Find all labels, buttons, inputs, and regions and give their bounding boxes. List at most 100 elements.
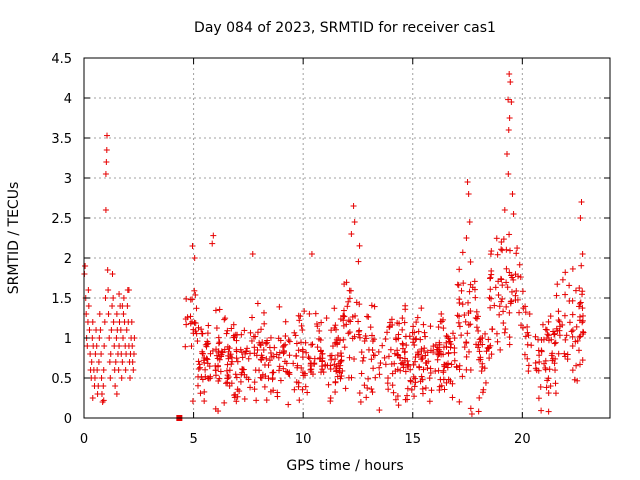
data-point [201, 398, 208, 405]
data-point [187, 320, 194, 327]
data-point [261, 361, 268, 368]
data-point [103, 147, 110, 153]
data-point [325, 381, 332, 388]
data-point [332, 326, 339, 333]
data-point [333, 336, 340, 343]
data-point [314, 323, 321, 330]
data-point [367, 324, 374, 331]
data-point [104, 132, 111, 139]
data-point [471, 286, 478, 293]
x-tick-label: 0 [80, 432, 88, 447]
data-point [277, 337, 284, 344]
data-point [308, 251, 315, 257]
data-point [576, 303, 583, 310]
data-point [422, 333, 429, 340]
data-point [96, 335, 103, 341]
data-point [402, 368, 409, 375]
data-point [88, 359, 95, 365]
data-point [503, 279, 510, 286]
data-point [254, 329, 261, 336]
data-point [466, 219, 473, 225]
data-point [568, 328, 575, 335]
data-point [327, 352, 334, 359]
data-point [508, 298, 515, 305]
data-point [234, 358, 241, 365]
data-point [482, 330, 489, 337]
data-point [348, 374, 355, 381]
data-point [420, 321, 427, 328]
y-tick-label: 2 [64, 252, 72, 267]
data-point [400, 364, 407, 371]
data-point [538, 407, 545, 414]
data-point [385, 375, 392, 382]
data-point [194, 338, 201, 345]
data-point [328, 356, 335, 363]
data-point [384, 329, 391, 336]
data-point [123, 327, 130, 333]
data-point [454, 312, 461, 319]
data-point [213, 325, 220, 332]
data-point [417, 378, 424, 385]
data-point [305, 354, 312, 361]
data-point [413, 319, 420, 326]
data-point [544, 331, 551, 338]
data-point [547, 313, 554, 320]
data-point [212, 307, 219, 314]
data-point [572, 287, 579, 294]
data-point [214, 355, 221, 362]
data-point [536, 352, 543, 359]
data-point [553, 292, 560, 299]
data-point [223, 330, 230, 337]
data-point [314, 344, 321, 351]
data-point [232, 391, 239, 398]
data-point [508, 288, 515, 295]
data-point [456, 398, 463, 405]
data-point [437, 376, 444, 383]
data-point [395, 402, 402, 409]
data-point [106, 335, 113, 341]
data-point [102, 171, 109, 177]
data-point [394, 393, 401, 400]
data-point [286, 352, 293, 359]
y-tick-label: 4.5 [51, 52, 72, 67]
data-point [506, 309, 513, 316]
data-point [362, 332, 369, 339]
data-point [84, 343, 91, 349]
data-point [561, 350, 568, 357]
data-point [243, 348, 250, 355]
data-point [412, 379, 419, 386]
data-point [547, 383, 554, 390]
data-point [215, 377, 222, 384]
data-point [561, 312, 568, 319]
data-point [420, 366, 427, 373]
data-point [204, 356, 211, 363]
data-point [460, 280, 467, 287]
data-point [551, 331, 558, 338]
data-point [478, 368, 485, 375]
data-point [116, 319, 123, 325]
data-point [298, 364, 305, 371]
data-point [120, 311, 127, 317]
x-tick-label: 5 [189, 432, 197, 447]
data-point [382, 336, 389, 343]
data-point [221, 316, 228, 323]
data-point [279, 343, 286, 350]
data-point [550, 328, 557, 335]
data-point [370, 365, 377, 372]
data-point [282, 368, 289, 375]
data-point [481, 365, 488, 372]
data-point [195, 324, 202, 331]
data-point [225, 352, 232, 359]
data-point [494, 251, 501, 258]
data-point [238, 371, 245, 378]
data-point [120, 335, 127, 341]
data-point [308, 341, 315, 348]
data-point [285, 401, 292, 408]
data-point [506, 341, 513, 348]
data-point [267, 334, 274, 341]
data-point [188, 343, 195, 350]
data-point [555, 317, 562, 324]
data-point [336, 369, 343, 376]
data-point [189, 296, 196, 303]
data-point [554, 281, 561, 288]
